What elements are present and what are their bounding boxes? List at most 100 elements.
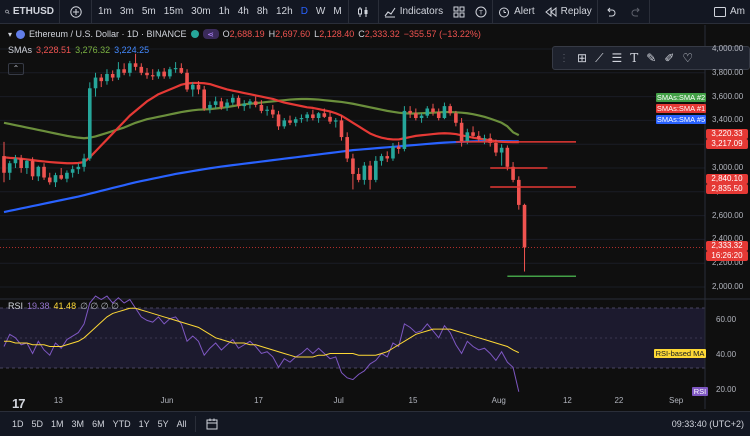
candle-body	[139, 66, 144, 73]
price-chart[interactable]	[0, 25, 750, 409]
candle-body	[231, 97, 235, 103]
add-symbol-button[interactable]	[60, 0, 92, 24]
range-ytd[interactable]: YTD	[112, 419, 131, 429]
candle-body	[208, 104, 212, 109]
range-6m[interactable]: 6M	[92, 419, 105, 429]
range-all[interactable]: All	[176, 419, 187, 429]
legend-collapse-button[interactable]: ▾	[8, 29, 13, 39]
candle-body	[316, 113, 321, 119]
time-tick: 17	[254, 396, 263, 405]
sma-tag: SMAs:SMA #5	[656, 115, 706, 124]
ohlc-low: L2,128.40	[314, 29, 355, 39]
timeframe-4h[interactable]: 4h	[237, 6, 249, 17]
account-button[interactable]: Am	[709, 0, 750, 24]
account-icon	[714, 6, 726, 17]
brush-icon[interactable]: ✎	[646, 51, 657, 65]
candle-body	[414, 113, 418, 119]
candle-body	[53, 175, 58, 183]
timeframe-12h[interactable]: 12h	[276, 6, 293, 17]
candle-body	[173, 68, 178, 70]
candle-body	[362, 165, 367, 180]
candle-body	[19, 158, 23, 168]
candle-body	[379, 156, 384, 161]
candle-body	[293, 119, 298, 123]
sma-legend[interactable]: SMAs 3,228.51 3,276.32 3,224.25	[8, 45, 149, 55]
candle-body	[25, 160, 29, 168]
timeframe-15m[interactable]: 15m	[163, 6, 184, 17]
candle-body	[47, 177, 52, 183]
text-icon[interactable]: T	[630, 51, 639, 65]
range-5y[interactable]: 5Y	[157, 419, 169, 429]
range-1y[interactable]: 1Y	[138, 419, 150, 429]
trendline-icon[interactable]: ⟋	[595, 50, 604, 65]
alert-button[interactable]: Alert	[493, 0, 540, 24]
range-5d[interactable]: 5D	[31, 419, 44, 429]
candle-body	[59, 175, 63, 179]
candle-body	[368, 165, 372, 180]
candle-body	[288, 120, 292, 123]
price-tag: 3,217.09	[706, 138, 748, 149]
candle-body	[190, 84, 195, 90]
range-1d[interactable]: 1D	[12, 419, 24, 429]
templates-button[interactable]: T	[470, 0, 494, 24]
candle-body	[150, 75, 155, 77]
timeframe-m[interactable]: M	[333, 6, 342, 17]
ohlc-high: H2,697.60	[268, 29, 311, 39]
timeframe-d[interactable]: D	[300, 6, 308, 17]
chart-type-button[interactable]	[349, 0, 379, 24]
bottom-bar: 1D 5D 1M 3M 6M YTD 1Y 5Y All 09:33:40 (UTC+2)	[0, 411, 750, 436]
date-range-picker-button[interactable]	[194, 416, 218, 432]
rsi-ma-line	[4, 307, 520, 358]
rsi-tick: 60.00	[716, 315, 737, 325]
fib-icon[interactable]: ☰	[611, 51, 623, 65]
layout-button[interactable]	[448, 0, 470, 24]
layout-icon	[453, 6, 465, 17]
candle-body	[454, 113, 458, 123]
undo-button[interactable]	[598, 0, 624, 24]
price-tick: 3,000.00	[712, 163, 744, 172]
time-tick: 13	[53, 396, 63, 405]
redo-button[interactable]	[624, 0, 650, 24]
plus-icon	[69, 5, 82, 18]
chart-area[interactable]: ▾ Ethereum / U.S. Dollar · 1D · BINANCE …	[0, 25, 750, 411]
rsi-line	[3, 295, 520, 392]
candle-body	[385, 156, 390, 159]
symbol-search[interactable]: ETHUSD	[0, 0, 60, 24]
replay-icon	[544, 6, 557, 17]
time-tick: Jul	[333, 396, 344, 405]
pen-icon[interactable]: ✐	[664, 51, 675, 65]
indicators-button[interactable]: Indicators	[379, 0, 448, 24]
heart-icon[interactable]: ♡	[682, 51, 694, 65]
sma-legend-label: SMAs	[8, 45, 33, 55]
candle-body	[431, 108, 435, 113]
candle-body	[242, 103, 247, 107]
range-3m[interactable]: 3M	[71, 419, 85, 429]
candle-body	[471, 132, 475, 136]
rsi-legend[interactable]: RSI 19.38 41.48 ∅ ∅ ∅ ∅	[8, 301, 119, 312]
replay-button[interactable]: Replay	[540, 0, 598, 24]
timeframe-3m[interactable]: 3m	[119, 6, 134, 17]
timeframe-w[interactable]: W	[315, 6, 326, 17]
candle-body	[202, 89, 206, 109]
clock[interactable]: 09:33:40 (UTC+2)	[671, 419, 744, 429]
candle-body	[442, 106, 447, 119]
price-tick: 3,800.00	[712, 67, 744, 77]
crosshair-icon[interactable]: ⊞	[577, 51, 588, 65]
candle-body	[110, 73, 115, 78]
timeframe-5m[interactable]: 5m	[141, 6, 156, 17]
range-1m[interactable]: 1M	[51, 419, 64, 429]
candle-body	[402, 110, 407, 149]
time-tick: 22	[614, 396, 624, 405]
drag-handle-icon[interactable]: ⋮	[559, 52, 569, 64]
timeframe-8h[interactable]: 8h	[256, 6, 268, 17]
candle-body	[299, 118, 304, 120]
timeframe-1m[interactable]: 1m	[98, 6, 112, 17]
legend-toggle-button[interactable]: ⌃	[8, 63, 24, 75]
timeframe-30m[interactable]: 30m	[191, 6, 211, 17]
tradingview-logo[interactable]: 17	[12, 396, 26, 411]
indicator-flag-icon: ⋖	[202, 29, 219, 39]
candle-body	[356, 173, 361, 180]
timeframe-1h[interactable]: 1h	[218, 6, 230, 17]
candle-body	[328, 116, 332, 122]
candle-body	[494, 143, 498, 153]
